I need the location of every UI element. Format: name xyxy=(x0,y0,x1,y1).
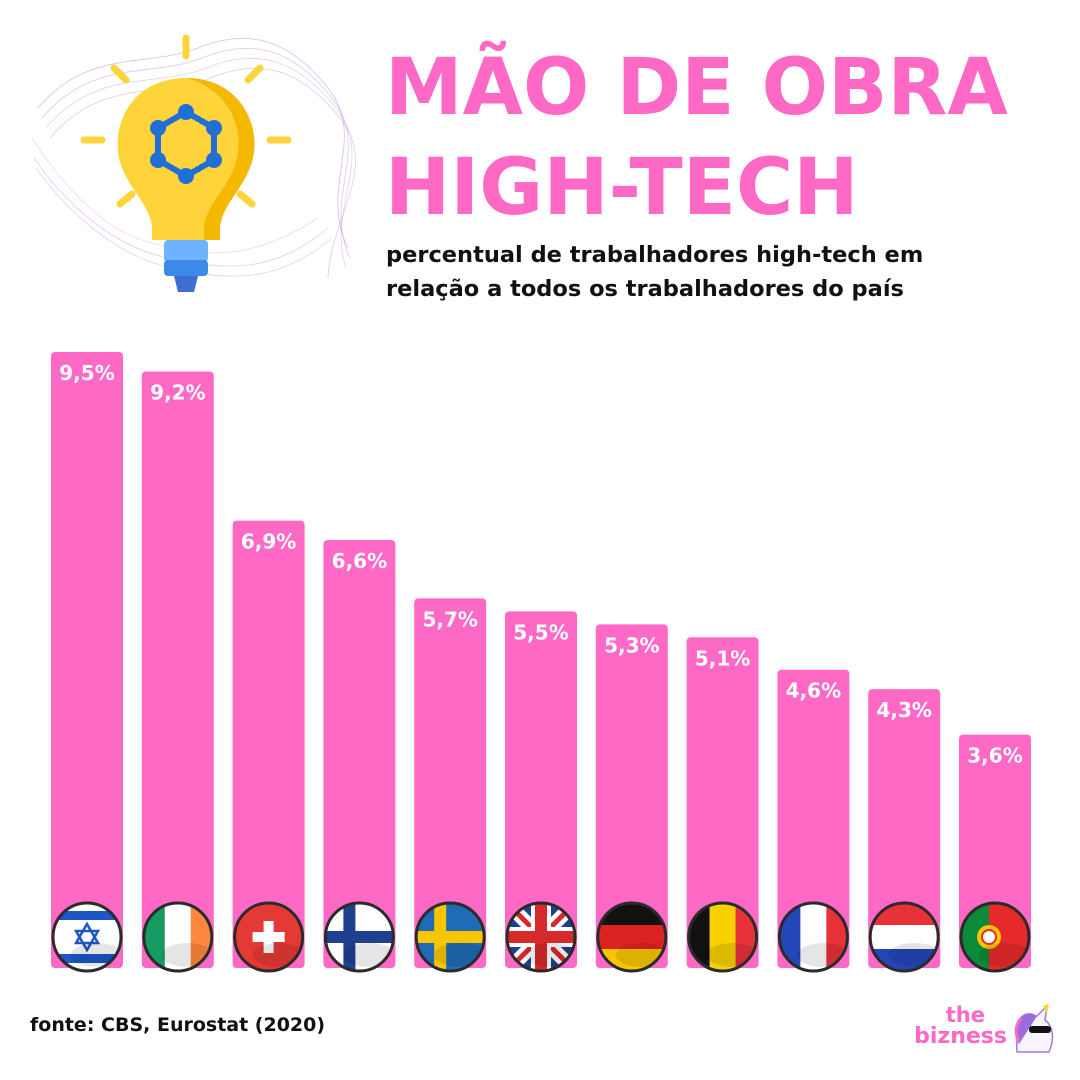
bar-netherlands xyxy=(868,689,941,968)
page-title: MÃO DE OBRA HIGH-TECH xyxy=(385,38,1008,238)
germany-flag xyxy=(596,901,668,973)
bar-france xyxy=(777,669,850,968)
subtitle: percentual de trabalhadores high-tech em… xyxy=(386,238,1036,306)
brand-the: the xyxy=(945,1003,985,1027)
bar-switzerland xyxy=(232,520,305,968)
ireland-flag xyxy=(142,901,214,973)
data-label: 6,6% xyxy=(332,549,387,573)
bar-israel xyxy=(51,352,123,968)
lightbulb-icon xyxy=(31,34,356,292)
bar-finland xyxy=(323,540,396,968)
brand-name: bizness xyxy=(914,1024,1007,1049)
data-label: 9,5% xyxy=(59,361,114,385)
title-line-1: MÃO DE OBRA xyxy=(385,43,1008,133)
data-label: 5,7% xyxy=(422,607,477,631)
data-label: 4,3% xyxy=(876,698,931,722)
bar-ireland xyxy=(141,371,214,968)
subtitle-line-1: percentual de trabalhadores high-tech em xyxy=(386,242,924,268)
bar-united-kingdom xyxy=(505,611,577,968)
finland-flag xyxy=(323,901,395,973)
israel-flag xyxy=(51,901,123,973)
unicorn-icon xyxy=(1014,1004,1054,1053)
brand-logo: the bizness xyxy=(905,1000,1065,1060)
data-label: 9,2% xyxy=(150,380,205,404)
source-note: fonte: CBS, Eurostat (2020) xyxy=(30,1014,326,1036)
data-label: 4,6% xyxy=(786,679,841,703)
belgium-flag xyxy=(687,901,759,973)
netherlands-flag xyxy=(868,901,940,973)
subtitle-line-2: relação a todos os trabalhadores do país xyxy=(386,276,904,302)
data-label: 5,5% xyxy=(513,620,568,644)
sweden-flag xyxy=(414,901,486,973)
title-line-2: HIGH-TECH xyxy=(385,143,859,233)
data-label: 6,9% xyxy=(241,530,296,554)
switzerland-flag xyxy=(233,901,305,973)
data-label: 5,3% xyxy=(604,633,659,657)
bar-sweden xyxy=(414,598,487,968)
bar-germany xyxy=(595,624,668,968)
data-label: 3,6% xyxy=(967,744,1022,768)
data-label: 5,1% xyxy=(695,646,750,670)
france-flag xyxy=(777,901,849,973)
bar-belgium xyxy=(686,637,759,968)
